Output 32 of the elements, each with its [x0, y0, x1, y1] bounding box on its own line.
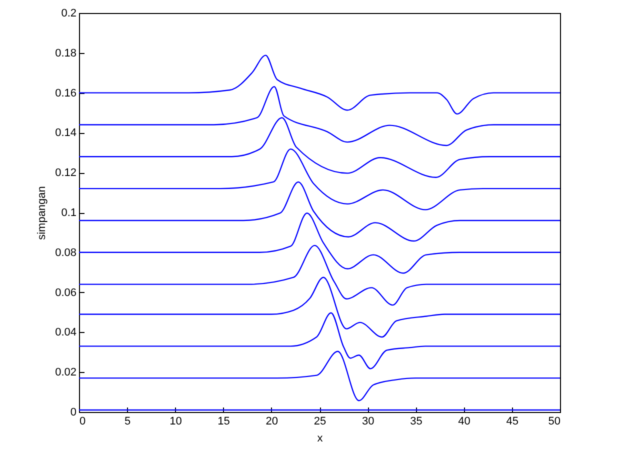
x-tick-label: 15	[218, 416, 230, 428]
y-tick-label: 0	[70, 406, 76, 418]
x-tick-label: 10	[170, 416, 182, 428]
x-tick-label: 45	[506, 416, 519, 428]
y-tick-label: 0.06	[55, 286, 76, 299]
y-tick-label: 0.2	[61, 8, 76, 20]
x-tick-label: 35	[410, 416, 422, 428]
y-tick-label: 0.08	[55, 246, 76, 259]
x-tick-label: 25	[314, 416, 326, 428]
y-tick-label: 0.12	[55, 167, 76, 180]
y-tick-label: 0.18	[55, 47, 76, 60]
x-axis-title: x	[317, 432, 324, 444]
x-tick-label: 40	[458, 416, 470, 428]
x-tick-label: 5	[124, 416, 131, 428]
x-tick-label: 0	[80, 416, 86, 428]
y-tick-label: 0.02	[55, 366, 76, 379]
x-tick-label: 30	[362, 416, 374, 428]
line-series	[79, 212, 560, 274]
y-tick-label: 0.14	[55, 127, 76, 140]
line-series	[79, 54, 560, 115]
line-series	[79, 181, 560, 242]
x-tick-label: 20	[266, 416, 278, 428]
y-tick-label: 0.1	[61, 207, 76, 219]
y-tick-label: 0.04	[55, 326, 76, 339]
line-series	[79, 244, 560, 306]
line-series	[79, 276, 560, 338]
line-series	[79, 148, 560, 210]
y-tick-label: 0.16	[55, 87, 76, 100]
line-series	[79, 350, 560, 402]
x-tick-label: 50	[548, 416, 560, 428]
line-series	[79, 312, 560, 370]
y-axis-title: simpangan	[36, 186, 48, 240]
